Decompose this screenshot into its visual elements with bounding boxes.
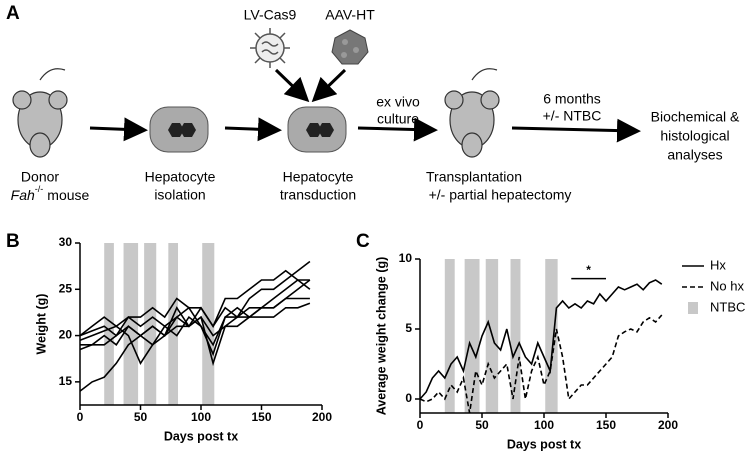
label: 6 months <box>543 91 601 107</box>
label: Fah <box>11 187 35 203</box>
aav-icon <box>331 29 369 65</box>
x-axis-label: Days post tx <box>507 437 581 451</box>
label: histological <box>660 128 729 144</box>
x-tick-label: 0 <box>417 418 424 432</box>
y-tick-label: 20 <box>59 328 73 342</box>
significance-label: * <box>586 263 591 277</box>
ntbc-band <box>123 243 139 405</box>
y-axis-label: Weight (g) <box>34 294 48 355</box>
series-line <box>79 297 310 347</box>
panel-label: A <box>6 3 20 24</box>
hepatocyte-icon <box>287 106 347 153</box>
label: Donor <box>21 169 59 185</box>
label: +/- NTBC <box>543 108 602 124</box>
y-axis-label: Average weight change (g) <box>374 257 388 416</box>
hepatocyte-icon <box>149 106 209 153</box>
x-axis-label: Days post tx <box>164 429 238 443</box>
x-tick-label: 50 <box>134 410 148 424</box>
ntbc-band <box>202 243 215 405</box>
mouse-icon <box>444 68 500 158</box>
ntbc-band <box>510 259 521 413</box>
arrows <box>89 68 641 143</box>
x-tick-label: 150 <box>251 410 271 424</box>
mouse-icon <box>12 68 68 158</box>
label: LV-Cas9 <box>244 7 297 23</box>
label: culture <box>377 111 419 127</box>
label: Fah-/- mouse <box>11 184 90 202</box>
ntbc-band <box>104 243 114 405</box>
y-tick-label: 30 <box>59 235 73 249</box>
x-tick-label: 100 <box>191 410 211 424</box>
y-tick-label: 10 <box>399 251 413 265</box>
series-line <box>419 279 663 400</box>
x-tick-label: 150 <box>596 418 616 432</box>
label: ex vivo <box>376 94 420 110</box>
y-tick-label: 0 <box>405 391 412 405</box>
x-tick-label: 200 <box>658 418 678 432</box>
y-tick-label: 15 <box>59 374 73 388</box>
series-line <box>79 269 310 337</box>
y-tick-label: 25 <box>59 281 73 295</box>
legend-label: NTBC <box>710 299 745 314</box>
legend-swatch <box>688 302 698 314</box>
label: +/- partial hepatectomy <box>429 187 572 203</box>
y-tick-label: 5 <box>405 321 412 335</box>
series-line <box>419 314 663 414</box>
x-tick-label: 200 <box>312 410 332 424</box>
label: Hepatocyte <box>283 169 354 185</box>
label: -/- <box>35 184 44 194</box>
lentivirus-icon <box>250 28 290 68</box>
label: Transplantation <box>426 169 522 185</box>
x-tick-label: 100 <box>534 418 554 432</box>
ntbc-band <box>144 243 157 405</box>
panel-label: C <box>356 231 370 252</box>
ntbc-band <box>444 259 455 413</box>
panel-label: B <box>6 231 20 252</box>
label: Biochemical & <box>651 109 740 125</box>
label: transduction <box>280 187 356 203</box>
legend-label: No hx <box>710 278 744 293</box>
x-tick-label: 50 <box>475 418 489 432</box>
series-line <box>79 302 311 367</box>
ntbc-band <box>464 259 480 413</box>
x-tick-label: 0 <box>77 410 84 424</box>
label: analyses <box>667 147 722 163</box>
label: mouse <box>47 187 89 203</box>
label: AAV-HT <box>325 7 375 23</box>
legend-label: Hx <box>710 257 726 272</box>
label: Hepatocyte <box>145 169 216 185</box>
label: isolation <box>154 187 205 203</box>
